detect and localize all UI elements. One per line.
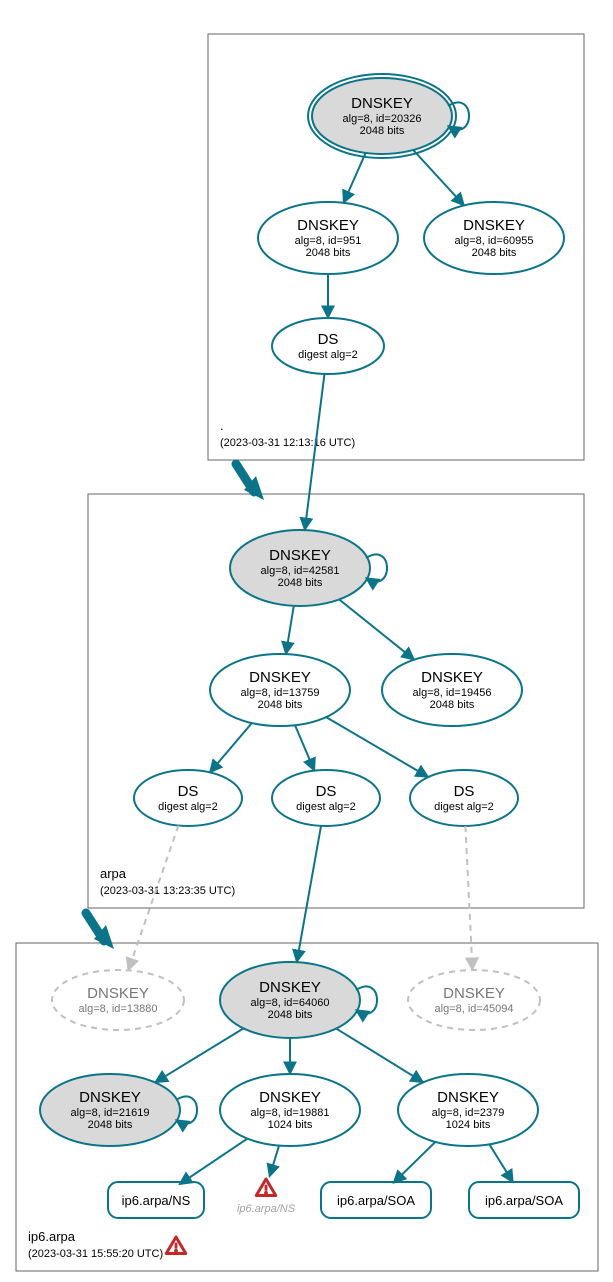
svg-text:ip6.arpa/NS: ip6.arpa/NS <box>122 1193 191 1208</box>
edge <box>295 725 314 770</box>
svg-text:1024 bits: 1024 bits <box>446 1119 491 1131</box>
svg-text:DS: DS <box>316 783 337 800</box>
svg-text:1024 bits: 1024 bits <box>268 1119 313 1131</box>
svg-text:digest alg=2: digest alg=2 <box>158 801 218 813</box>
svg-text:DNSKEY: DNSKEY <box>259 979 321 996</box>
svg-text:ip6.arpa/SOA: ip6.arpa/SOA <box>337 1193 415 1208</box>
edge <box>297 826 321 962</box>
svg-text:ip6.arpa: ip6.arpa <box>28 1229 76 1244</box>
svg-text:DS: DS <box>318 331 339 348</box>
edge <box>489 1144 513 1182</box>
svg-text:digest alg=2: digest alg=2 <box>298 349 358 361</box>
svg-text:alg=8, id=19456: alg=8, id=19456 <box>413 687 492 699</box>
svg-text:alg=8, id=19881: alg=8, id=19881 <box>251 1107 330 1119</box>
edge <box>155 1028 243 1082</box>
svg-text:DNSKEY: DNSKEY <box>259 1089 321 1106</box>
svg-text:ip6.arpa/SOA: ip6.arpa/SOA <box>485 1193 563 1208</box>
edge <box>270 1146 280 1177</box>
svg-text:2048 bits: 2048 bits <box>268 1009 313 1021</box>
edge <box>210 723 252 772</box>
svg-text:DNSKEY: DNSKEY <box>437 1089 499 1106</box>
svg-text:alg=8, id=42581: alg=8, id=42581 <box>261 565 340 577</box>
svg-text:(2023-03-31 13:23:35 UTC): (2023-03-31 13:23:35 UTC) <box>100 885 235 897</box>
svg-text:alg=8, id=45094: alg=8, id=45094 <box>435 1003 514 1015</box>
edge <box>305 374 325 530</box>
svg-text:alg=8, id=13880: alg=8, id=13880 <box>79 1003 158 1015</box>
svg-text:DNSKEY: DNSKEY <box>297 217 359 234</box>
svg-text:2048 bits: 2048 bits <box>278 577 323 589</box>
edge <box>339 599 414 659</box>
svg-text:DNSKEY: DNSKEY <box>87 985 149 1002</box>
svg-text:alg=8, id=20326: alg=8, id=20326 <box>343 113 422 125</box>
edge <box>465 826 472 970</box>
edge <box>344 153 366 203</box>
svg-text:alg=8, id=21619: alg=8, id=21619 <box>71 1107 150 1119</box>
svg-text:2048 bits: 2048 bits <box>360 125 405 137</box>
svg-text:ip6.arpa/NS: ip6.arpa/NS <box>237 1203 296 1215</box>
dnssec-diagram: . (2023-03-31 12:13:16 UTC) arpa (2023-03-3… <box>0 0 613 1282</box>
svg-text:arpa: arpa <box>100 866 127 881</box>
edge <box>413 150 464 205</box>
svg-text:DNSKEY: DNSKEY <box>249 669 311 686</box>
edge <box>336 1029 423 1083</box>
svg-text:DNSKEY: DNSKEY <box>443 985 505 1002</box>
svg-text:alg=8, id=13759: alg=8, id=13759 <box>241 687 320 699</box>
svg-text:DNSKEY: DNSKEY <box>421 669 483 686</box>
svg-text:alg=8, id=64060: alg=8, id=64060 <box>251 997 330 1009</box>
edge <box>128 826 178 971</box>
svg-text:(2023-03-31 15:55:20 UTC): (2023-03-31 15:55:20 UTC) <box>28 1248 163 1260</box>
svg-text:alg=8, id=2379: alg=8, id=2379 <box>432 1107 505 1119</box>
svg-text:DNSKEY: DNSKEY <box>463 217 525 234</box>
svg-text:2048 bits: 2048 bits <box>472 247 517 259</box>
svg-text:DS: DS <box>454 783 475 800</box>
edge <box>326 717 428 777</box>
svg-text:DNSKEY: DNSKEY <box>269 547 331 564</box>
svg-text:(2023-03-31 12:13:16 UTC): (2023-03-31 12:13:16 UTC) <box>220 437 355 449</box>
svg-text:DS: DS <box>178 783 199 800</box>
svg-text:alg=8, id=951: alg=8, id=951 <box>295 235 362 247</box>
svg-text:digest alg=2: digest alg=2 <box>434 801 494 813</box>
edge <box>286 606 294 654</box>
svg-text:2048 bits: 2048 bits <box>258 699 303 711</box>
edge <box>393 1142 435 1183</box>
svg-text:digest alg=2: digest alg=2 <box>296 801 356 813</box>
svg-text:.: . <box>220 418 224 433</box>
svg-text:alg=8, id=60955: alg=8, id=60955 <box>455 235 534 247</box>
svg-text:2048 bits: 2048 bits <box>88 1119 133 1131</box>
svg-text:2048 bits: 2048 bits <box>430 699 475 711</box>
svg-text:DNSKEY: DNSKEY <box>79 1089 141 1106</box>
svg-text:2048 bits: 2048 bits <box>306 247 351 259</box>
edge <box>179 1139 247 1185</box>
svg-text:DNSKEY: DNSKEY <box>351 95 413 112</box>
